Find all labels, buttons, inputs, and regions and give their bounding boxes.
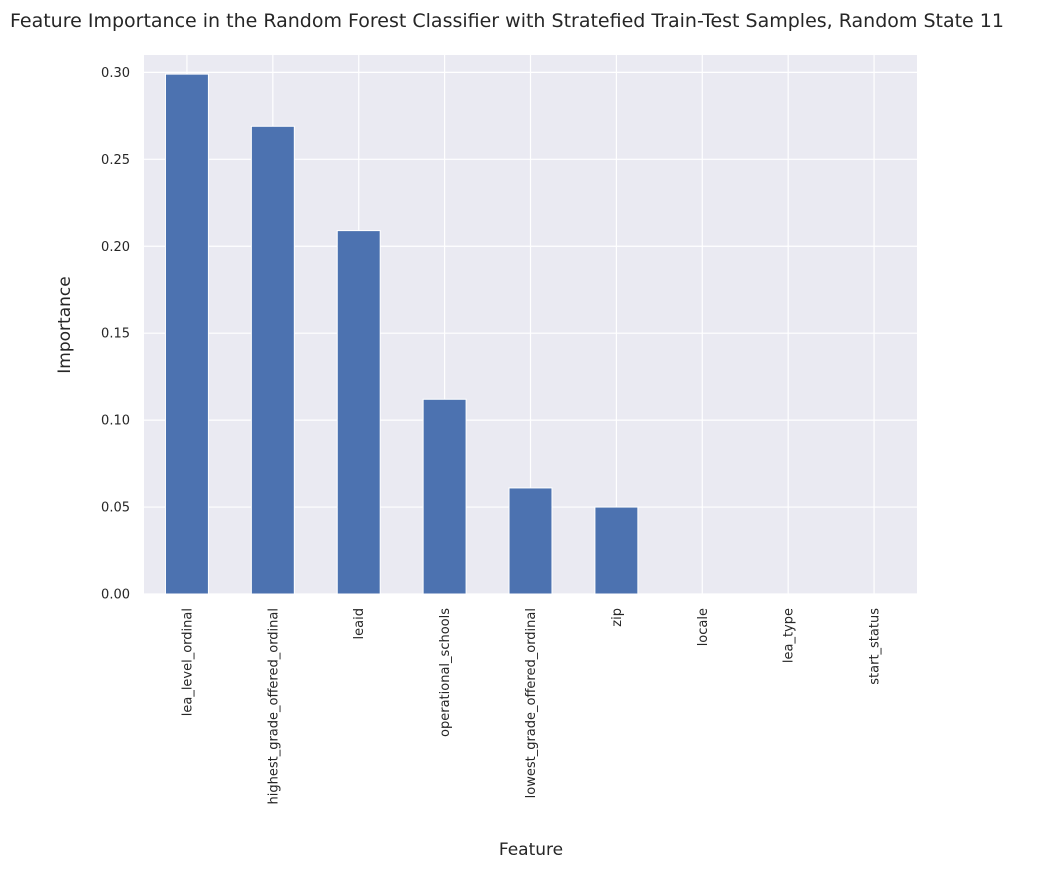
chart-title: Feature Importance in the Random Forest … bbox=[10, 10, 1004, 32]
y-tick-label: 0.30 bbox=[101, 66, 130, 81]
x-axis-ticks: lea_level_ordinal highest_grade_offered_o… bbox=[180, 608, 882, 805]
x-tick-label: lea_level_ordinal bbox=[180, 608, 195, 716]
bar-lea_level_ordinal bbox=[164, 73, 209, 595]
y-tick-label: 0.20 bbox=[101, 240, 130, 255]
x-axis-label: Feature bbox=[499, 840, 563, 860]
y-tick-label: 0.05 bbox=[101, 501, 130, 516]
y-tick-label: 0.25 bbox=[101, 153, 130, 168]
x-tick-label: highest_grade_offered_ordinal bbox=[266, 608, 281, 805]
y-tick-label: 0.10 bbox=[101, 414, 130, 429]
y-tick-label: 0.15 bbox=[101, 327, 130, 342]
y-axis-ticks: 0.00 0.05 0.10 0.15 0.20 0.25 0.30 bbox=[101, 66, 130, 603]
x-tick-label: start_status bbox=[868, 608, 883, 685]
x-tick-label: lowest_grade_offered_ordinal bbox=[524, 608, 539, 798]
bars bbox=[164, 73, 639, 595]
x-tick-label: leaid bbox=[352, 608, 367, 639]
y-axis-label: Importance bbox=[55, 276, 75, 373]
x-tick-label: zip bbox=[610, 608, 625, 627]
bar-operational_schools bbox=[422, 398, 467, 595]
x-tick-label: operational_schools bbox=[438, 608, 453, 737]
x-tick-label: lea_type bbox=[782, 608, 797, 663]
y-tick-label: 0.00 bbox=[101, 588, 130, 603]
bar-highest_grade_offered_ordinal bbox=[250, 125, 295, 595]
bar-lowest_grade_offered_ordinal bbox=[508, 487, 553, 595]
x-tick-label: locale bbox=[696, 608, 711, 646]
bar-zip bbox=[594, 506, 639, 595]
bar-leaid bbox=[336, 230, 381, 595]
